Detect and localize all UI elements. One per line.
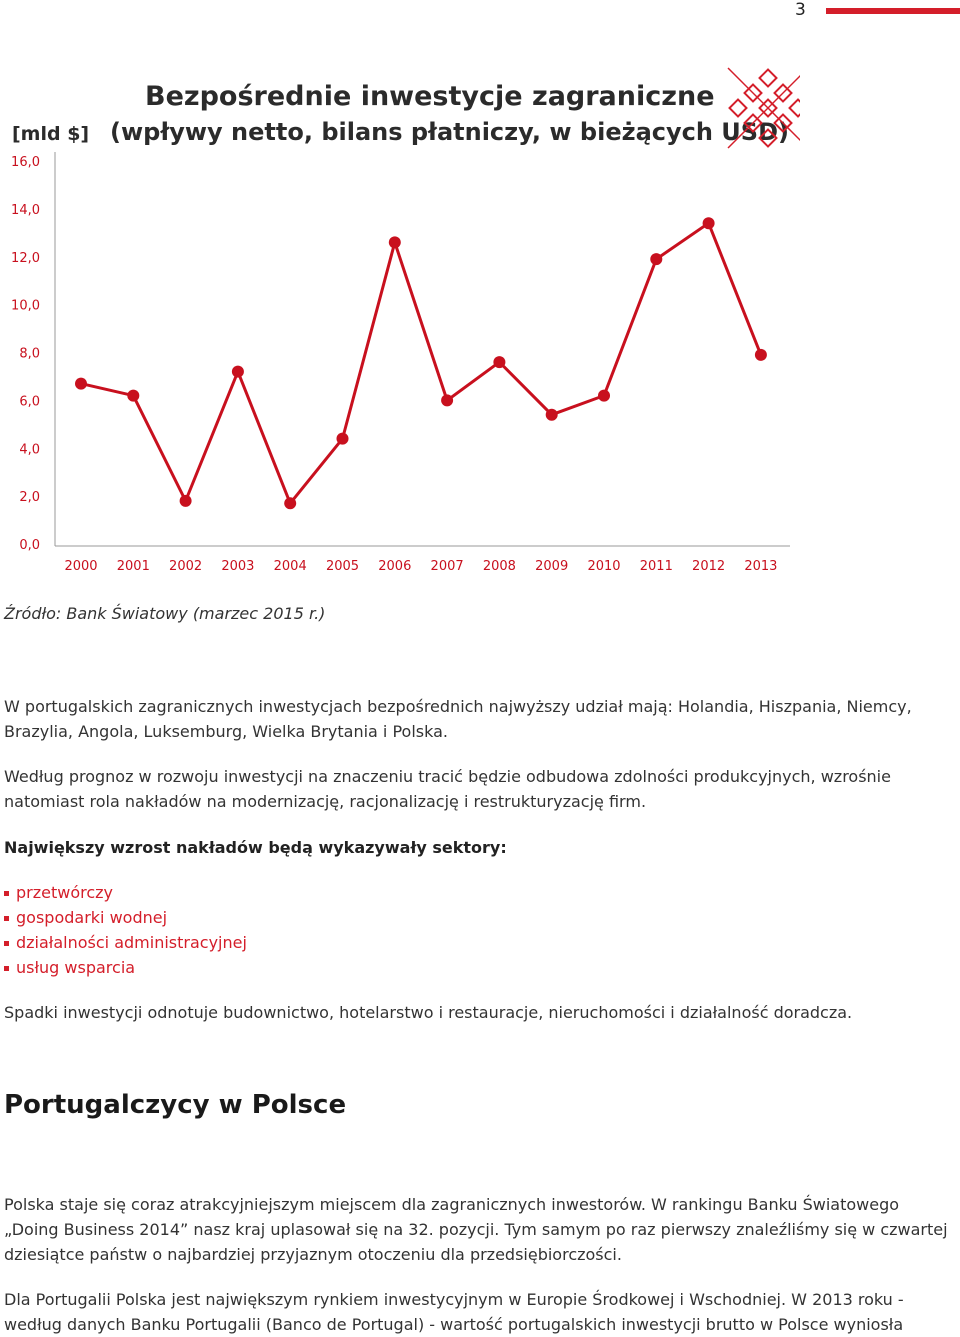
y-tick-label: 0,0 [19,538,40,553]
x-tick-label: 2005 [326,559,359,574]
list-item: gospodarki wodnej [4,905,247,930]
y-tick-label: 8,0 [19,347,40,362]
y-tick-label: 2,0 [19,490,40,505]
data-point [388,236,401,249]
y-tick-label: 6,0 [19,394,40,409]
x-tick-label: 2002 [169,559,202,574]
data-point [284,497,297,510]
x-tick-label: 2010 [587,559,620,574]
sectors-heading: Największy wzrost nakładów będą wykazywa… [4,838,507,857]
x-tick-label: 2000 [64,559,97,574]
fdi-line-chart: Bezpośrednie inwestycje zagraniczne (wpł… [11,67,800,574]
paragraph-investors: W portugalskich zagranicznych inwestycja… [4,697,912,741]
x-tick-label: 2001 [117,559,150,574]
data-point [336,432,349,445]
data-point [179,494,192,507]
chart-subtitle: (wpływy netto, bilans płatniczy, w bieżą… [110,118,789,146]
paragraph-declines: Spadki inwestycji odnotuje budownictwo, … [4,1003,853,1022]
data-point [127,389,140,402]
data-point [545,408,558,421]
data-point [650,253,663,266]
list-item: przetwórczy [4,880,247,905]
x-tick-label: 2009 [535,559,568,574]
data-point [231,365,244,378]
data-point [441,394,454,407]
sectors-list: przetwórczy gospodarki wodnej działalnoś… [4,880,247,980]
x-tick-label: 2008 [483,559,516,574]
x-tick-label: 2006 [378,559,411,574]
header-accent-bar [826,8,960,14]
y-tick-label: 16,0 [11,155,40,170]
paragraph-forecast: Według prognoz w rozwoju inwestycji na z… [4,767,891,811]
data-point [754,348,767,361]
data-point [493,356,506,369]
list-item: działalności administracyjnej [4,930,247,955]
page-number: 3 [795,0,806,20]
paragraph-portugal-investments: Dla Portugalii Polska jest największym r… [4,1290,904,1334]
y-tick-label: 14,0 [11,203,40,218]
x-tick-label: 2012 [692,559,725,574]
y-tick-label: 4,0 [19,442,40,457]
x-tick-label: 2013 [744,559,777,574]
data-point [702,217,715,230]
series-line [80,220,763,507]
x-tick-label: 2004 [274,559,307,574]
data-point [598,389,610,402]
chart-title: Bezpośrednie inwestycje zagraniczne [145,81,715,112]
section-heading: Portugalczycy w Polsce [4,1090,347,1120]
x-tick-label: 2003 [221,559,254,574]
paragraph-poland-attractiveness: Polska staje się coraz atrakcyjniejszym … [4,1195,948,1264]
data-point [75,377,87,390]
y-tick-label: 10,0 [11,299,40,314]
y-tick-label: 12,0 [11,251,40,266]
diamond-lattice-logo-icon [727,67,800,149]
x-tick-label: 2011 [640,559,673,574]
y-axis-unit-label: [mld $] [12,123,89,145]
source-note: Źródło: Bank Światowy (marzec 2015 r.) [4,604,326,623]
x-tick-label: 2007 [431,559,464,574]
list-item: usług wsparcia [4,955,247,980]
